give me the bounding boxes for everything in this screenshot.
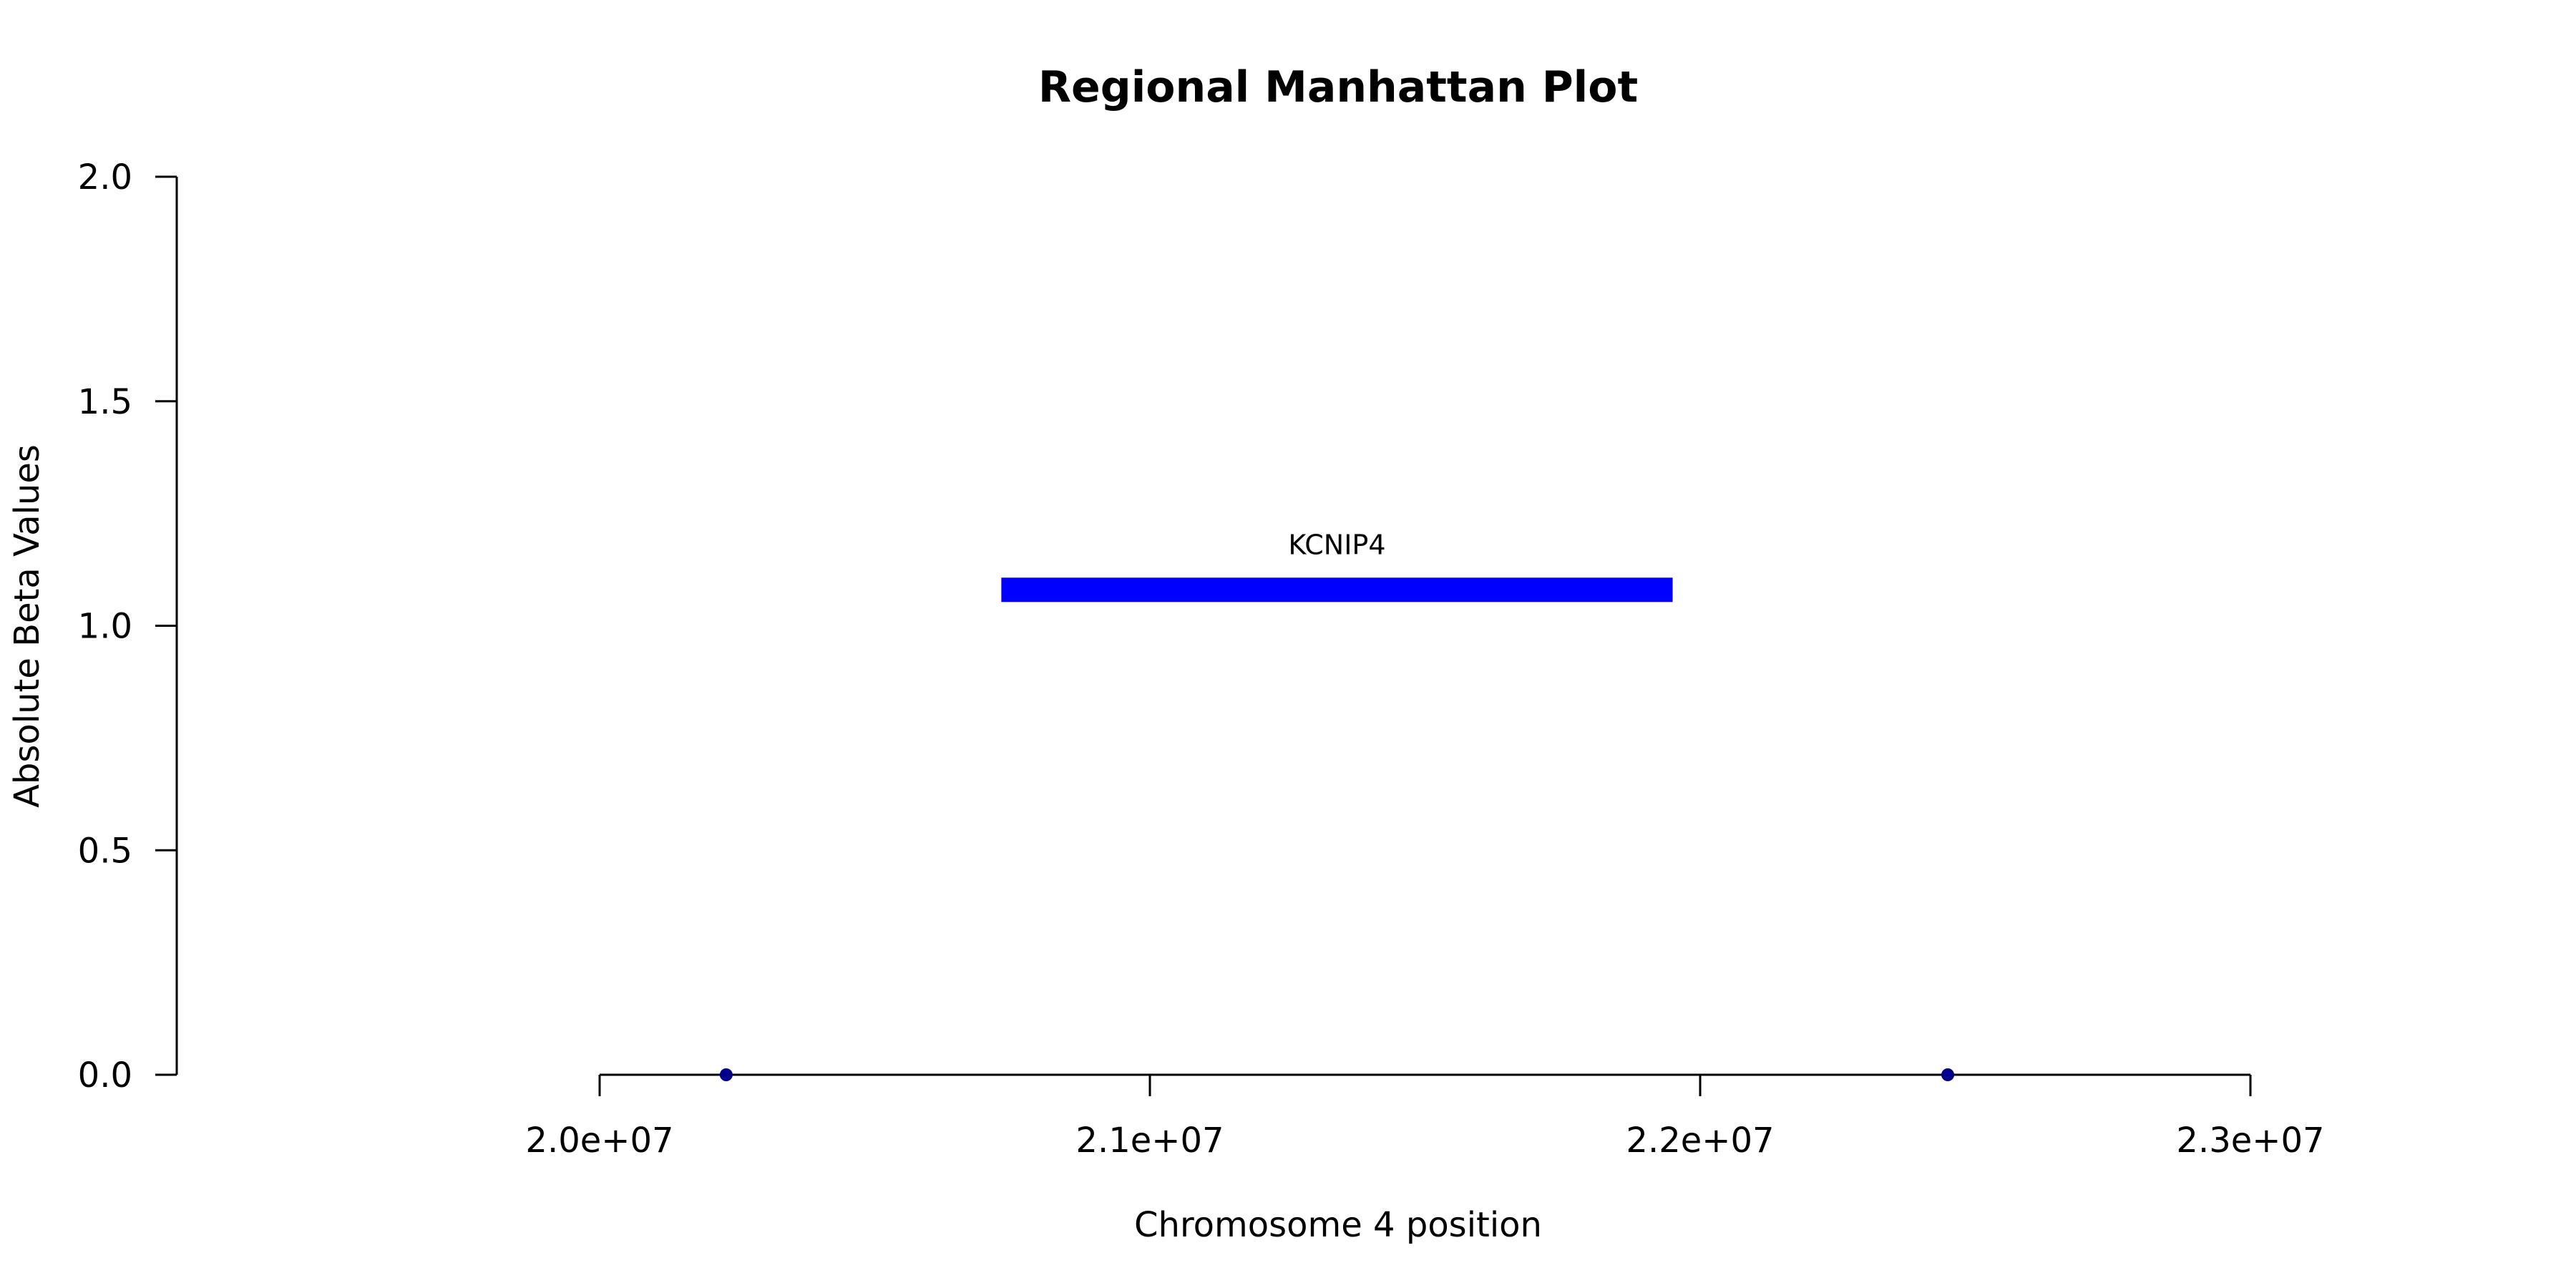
x-axis-label: Chromosome 4 position — [1134, 1205, 1542, 1245]
y-tick-label: 2.0 — [78, 157, 132, 197]
x-tick-label: 2.1e+07 — [1075, 1121, 1224, 1161]
y-tick-label: 0.0 — [78, 1055, 132, 1096]
x-tick-label: 2.3e+07 — [2176, 1121, 2324, 1161]
y-tick-label: 1.5 — [78, 382, 132, 422]
gene-label: KCNIP4 — [1288, 529, 1385, 560]
y-axis-label: Absolute Beta Values — [7, 444, 47, 808]
y-axis: 0.0 0.5 1.0 1.5 2.0 — [78, 157, 178, 1096]
x-tick-label: 2.2e+07 — [1626, 1121, 1774, 1161]
y-tick-label: 1.0 — [78, 607, 132, 647]
data-points — [719, 1068, 1955, 1081]
chart-title: Regional Manhattan Plot — [1038, 62, 1638, 112]
data-point — [1941, 1068, 1955, 1081]
data-point — [719, 1068, 733, 1081]
gene-track: KCNIP4 — [1001, 529, 1673, 602]
x-tick-label: 2.0e+07 — [525, 1121, 673, 1161]
x-axis: 2.0e+07 2.1e+07 2.2e+07 2.3e+07 — [525, 1073, 2325, 1161]
y-tick-label: 0.5 — [78, 831, 132, 871]
gene-bar — [1001, 577, 1673, 602]
